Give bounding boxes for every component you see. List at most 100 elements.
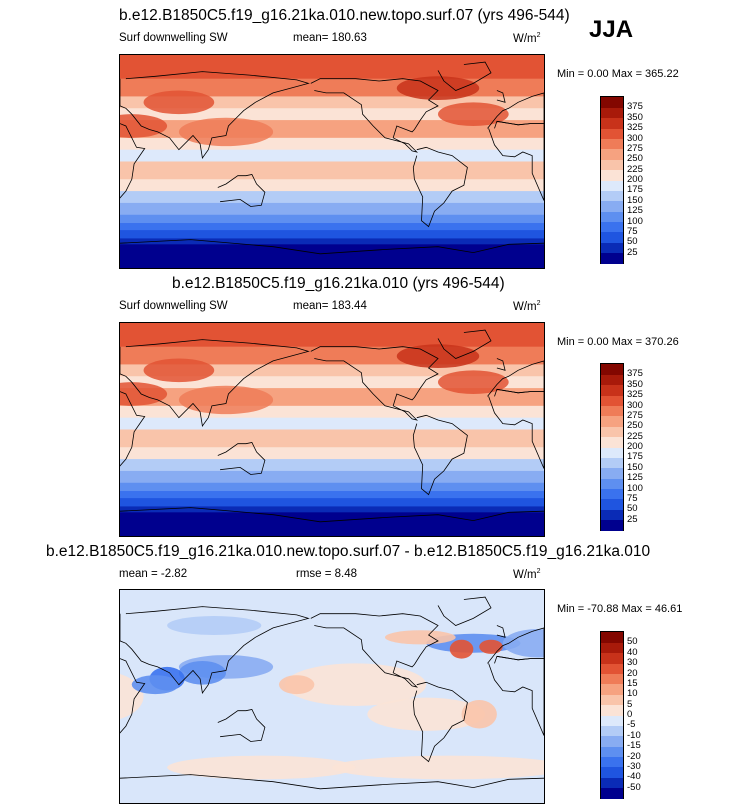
colorbar-tick-label: -10 — [627, 729, 641, 741]
colorbar-tick-label: 325 — [627, 389, 643, 401]
colorbar-tick-label: 275 — [627, 409, 643, 421]
colorbar-tick-label: 125 — [627, 472, 643, 484]
colorbar-segment — [601, 426, 623, 438]
field-band — [120, 108, 544, 121]
field-band — [120, 498, 544, 507]
colorbar-segment — [601, 415, 623, 427]
colorbar-segment — [601, 405, 623, 417]
panel-2-minmax: Min = 0.00 Max = 370.26 — [557, 336, 679, 348]
colorbar-tick-label: 250 — [627, 153, 643, 165]
panel-3-map-svg — [120, 590, 544, 803]
field-blob — [178, 661, 226, 685]
colorbar-tick-label: 40 — [627, 646, 638, 658]
field-blob — [279, 675, 315, 695]
colorbar-segment — [601, 766, 623, 778]
colorbar-tick-label: 175 — [627, 451, 643, 463]
coastline — [120, 391, 146, 470]
field-band — [120, 506, 544, 513]
field-blob — [167, 616, 262, 635]
colorbar-segment — [601, 777, 623, 789]
colorbar-tick-label: -20 — [627, 750, 641, 762]
coastline — [437, 329, 492, 359]
colorbar-segment — [601, 242, 623, 254]
coastline — [488, 655, 544, 736]
panel-2-title: b.e12.B1850C5.f19_g16.21ka.010 (yrs 496-… — [172, 275, 505, 292]
colorbar-tick-label: 325 — [627, 122, 643, 134]
panel-2-units: W/m2 — [513, 300, 541, 313]
panel-2-map — [119, 322, 545, 537]
panel-1-map — [119, 54, 545, 269]
field-blob — [178, 385, 274, 415]
colorbar-segment — [601, 715, 623, 726]
field-band — [120, 417, 544, 430]
colorbar-tick-label: 0 — [627, 709, 633, 720]
colorbar-segment — [601, 756, 623, 768]
field-band — [120, 429, 544, 448]
field-band — [120, 491, 544, 499]
colorbar-tick-label: 150 — [627, 194, 643, 206]
field-blob — [143, 358, 215, 383]
colorbar-segment — [601, 169, 623, 181]
colorbar-segment — [601, 787, 623, 799]
colorbar-segment — [601, 673, 623, 685]
colorbar-segment — [601, 107, 623, 119]
colorbar-tick-label: 275 — [627, 142, 643, 154]
colorbar-segment — [601, 488, 623, 500]
colorbar-segment — [601, 663, 623, 674]
colorbar-tick-label: 250 — [627, 420, 643, 432]
season-label: JJA — [589, 16, 634, 43]
field-band — [120, 323, 544, 348]
panel-2-mean: mean= 183.44 — [293, 300, 367, 312]
panel-3-mean: mean = -2.82 — [119, 568, 188, 580]
colorbar-segment — [601, 478, 623, 489]
colorbar-tick-label: 20 — [627, 667, 638, 679]
colorbar-segment — [601, 632, 623, 643]
coastline — [120, 71, 310, 160]
colorbar-segment — [601, 190, 623, 202]
coastline — [437, 596, 492, 626]
colorbar-tick-label: 15 — [627, 677, 638, 689]
colorbar-segment — [601, 509, 623, 521]
colorbar-segment — [601, 735, 623, 747]
panel-3-minmax: Min = -70.88 Max = 46.61 — [557, 603, 683, 615]
panel-1-minmax: Min = 0.00 Max = 365.22 — [557, 68, 679, 80]
field-blob — [396, 76, 480, 100]
colorbar-segment — [601, 683, 623, 695]
coastline — [412, 146, 468, 228]
colorbar-tick-label: 10 — [627, 688, 638, 700]
colorbar-tick-label: 75 — [627, 225, 638, 237]
colorbar-tick-label: 50 — [627, 503, 638, 515]
coastline — [488, 120, 544, 201]
panel-3-map — [119, 589, 545, 804]
coastline-antarctica — [120, 774, 544, 790]
panel-1-mean: mean= 180.63 — [293, 32, 367, 44]
colorbar-segment — [601, 498, 623, 510]
field-band — [120, 137, 544, 151]
field-band — [120, 376, 544, 389]
colorbar-tick-label: 375 — [627, 101, 643, 113]
coastline — [310, 78, 439, 153]
colorbar-segment — [601, 746, 623, 757]
colorbar-segment — [601, 642, 623, 654]
field-blob — [131, 675, 179, 695]
coastline — [496, 625, 506, 638]
colorbar-segment — [601, 159, 623, 171]
colorbar-segment — [601, 221, 623, 233]
colorbar-tick-label: 30 — [627, 657, 638, 669]
coastline — [496, 358, 506, 371]
colorbar-segment — [601, 138, 623, 150]
field-band — [120, 482, 544, 492]
colorbar-tick-label: 300 — [627, 399, 643, 411]
colorbar-segment — [601, 200, 623, 212]
colorbar-segment — [601, 694, 623, 706]
colorbar-segment — [601, 447, 623, 458]
colorbar-segment — [601, 97, 623, 108]
coastline — [120, 123, 146, 202]
panel-2-colorbar — [600, 363, 624, 531]
field-band — [120, 55, 544, 80]
panel-3-units: W/m2 — [513, 568, 541, 581]
field-band — [120, 447, 544, 460]
field-band — [120, 214, 544, 224]
coastline — [310, 613, 439, 688]
colorbar-tick-label: -40 — [627, 771, 641, 783]
